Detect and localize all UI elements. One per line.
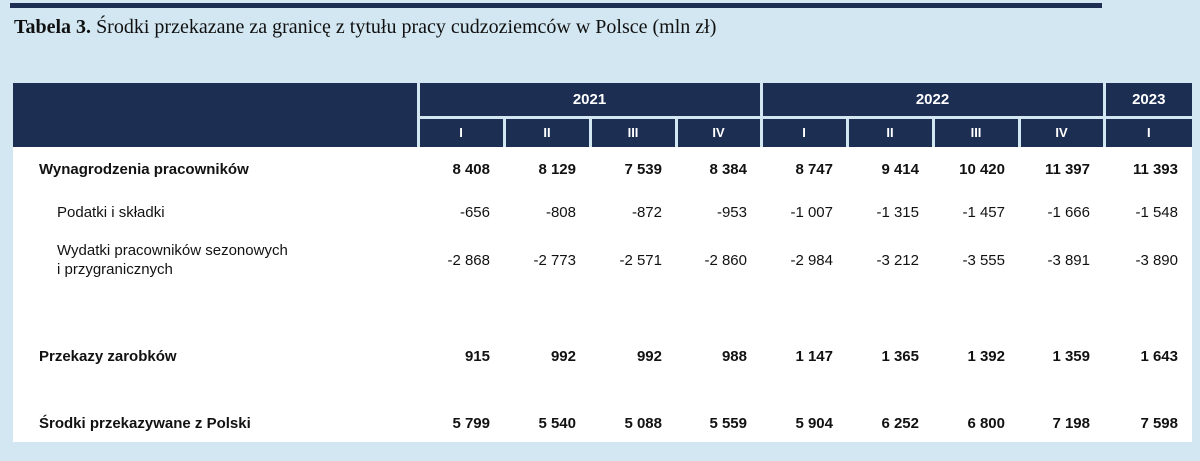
row-label: Wydatki pracowników sezonowych i przygran… — [13, 233, 418, 287]
value-cell: -3 891 — [1047, 251, 1090, 269]
value-cell: 5 799 — [452, 414, 490, 432]
row-label: Przekazy zarobków — [39, 347, 177, 365]
table-row-podatki: Podatki i składki -656 -808 -872 -953 -1… — [13, 191, 1192, 233]
value-cell: 5 559 — [709, 414, 747, 432]
quarter-header: I — [1104, 117, 1192, 147]
value-cell: 11 393 — [1132, 160, 1178, 178]
value-cell: 8 384 — [709, 160, 747, 178]
quarter-header-row: I II III IV I II III IV I — [13, 117, 1192, 147]
row-label-line1: Wydatki pracowników sezonowych — [57, 242, 288, 259]
value-cell: 5 540 — [538, 414, 576, 432]
value-cell: 988 — [721, 347, 747, 365]
value-cell: 7 198 — [1052, 414, 1090, 432]
value-cell: -3 890 — [1135, 251, 1178, 269]
value-cell: -2 868 — [447, 251, 490, 269]
table-body: Wynagrodzenia pracowników 8 408 8 129 7 … — [13, 147, 1192, 442]
value-cell: 8 129 — [538, 160, 576, 178]
quarter-header: I — [761, 117, 849, 147]
year-header-2023: 2023 — [1104, 83, 1192, 119]
value-cell: -872 — [631, 203, 662, 221]
stub-header-cell — [13, 83, 420, 147]
value-cell: 1 643 — [1140, 347, 1178, 365]
table-header: 2021 2022 2023 I II III IV I II III IV I — [13, 83, 1192, 147]
value-cell: -2 571 — [619, 251, 662, 269]
value-cell: -2 984 — [790, 251, 833, 269]
value-cell: 1 392 — [967, 347, 1005, 365]
quarter-header: II — [847, 117, 935, 147]
value-cell: 8 408 — [452, 160, 490, 178]
value-cell: -3 212 — [876, 251, 919, 269]
value-cell: 8 747 — [795, 160, 833, 178]
caption-top-border — [10, 3, 1102, 8]
value-cell: 1 365 — [881, 347, 919, 365]
table-caption: Tabela 3. Środki przekazane za granicę z… — [14, 14, 1094, 40]
value-cell: -3 555 — [962, 251, 1005, 269]
quarter-header: III — [590, 117, 678, 147]
value-cell: -1 315 — [876, 203, 919, 221]
value-cell: 1 359 — [1052, 347, 1090, 365]
value-cell: 7 539 — [624, 160, 662, 178]
value-cell: 6 800 — [967, 414, 1005, 432]
year-header-2021: 2021 — [418, 83, 763, 119]
value-cell: 5 088 — [624, 414, 662, 432]
table-row-wydatki: Wydatki pracowników sezonowych i przygran… — [13, 233, 1192, 287]
value-cell: -1 666 — [1047, 203, 1090, 221]
quarter-header: IV — [676, 117, 763, 147]
quarter-header: IV — [1019, 117, 1106, 147]
row-label-line2: i przygranicznych — [57, 261, 173, 278]
row-label: Środki przekazywane z Polski — [39, 414, 251, 432]
table-caption-text: Środki przekazane za granicę z tytułu pr… — [91, 16, 717, 38]
value-cell: -953 — [716, 203, 747, 221]
value-cell: 7 598 — [1140, 414, 1178, 432]
value-cell: -2 860 — [704, 251, 747, 269]
quarter-header: II — [504, 117, 592, 147]
value-cell: -656 — [459, 203, 490, 221]
table-caption-number: Tabela 3. — [14, 16, 92, 38]
table-row-srodki: Środki przekazywane z Polski 5 799 5 540… — [13, 404, 1192, 442]
value-cell: 10 420 — [959, 160, 1005, 178]
value-cell: -808 — [545, 203, 576, 221]
table-row-wynagrodzenia: Wynagrodzenia pracowników 8 408 8 129 7 … — [13, 147, 1192, 191]
value-cell: -1 457 — [962, 203, 1005, 221]
value-cell: 6 252 — [881, 414, 919, 432]
year-header-row: 2021 2022 2023 — [13, 83, 1192, 147]
data-table: 2021 2022 2023 I II III IV I II III IV I… — [13, 83, 1192, 442]
value-cell: -1 548 — [1135, 203, 1178, 221]
value-cell: 9 414 — [881, 160, 919, 178]
value-cell: 915 — [464, 347, 490, 365]
value-cell: 992 — [550, 347, 576, 365]
value-cell: 992 — [636, 347, 662, 365]
table-row-przekazy: Przekazy zarobków 915 992 992 988 1 147 … — [13, 335, 1192, 377]
spacer-row — [13, 287, 1192, 335]
quarter-header: III — [933, 117, 1021, 147]
row-label: Wynagrodzenia pracowników — [39, 160, 249, 178]
value-cell: 11 397 — [1044, 160, 1090, 178]
value-cell: 5 904 — [795, 414, 833, 432]
year-header-2022: 2022 — [761, 83, 1106, 119]
value-cell: -1 007 — [790, 203, 833, 221]
value-cell: -2 773 — [533, 251, 576, 269]
row-label: Podatki i składki — [57, 203, 165, 221]
spacer-row — [13, 377, 1192, 404]
quarter-header: I — [418, 117, 506, 147]
value-cell: 1 147 — [795, 347, 833, 365]
